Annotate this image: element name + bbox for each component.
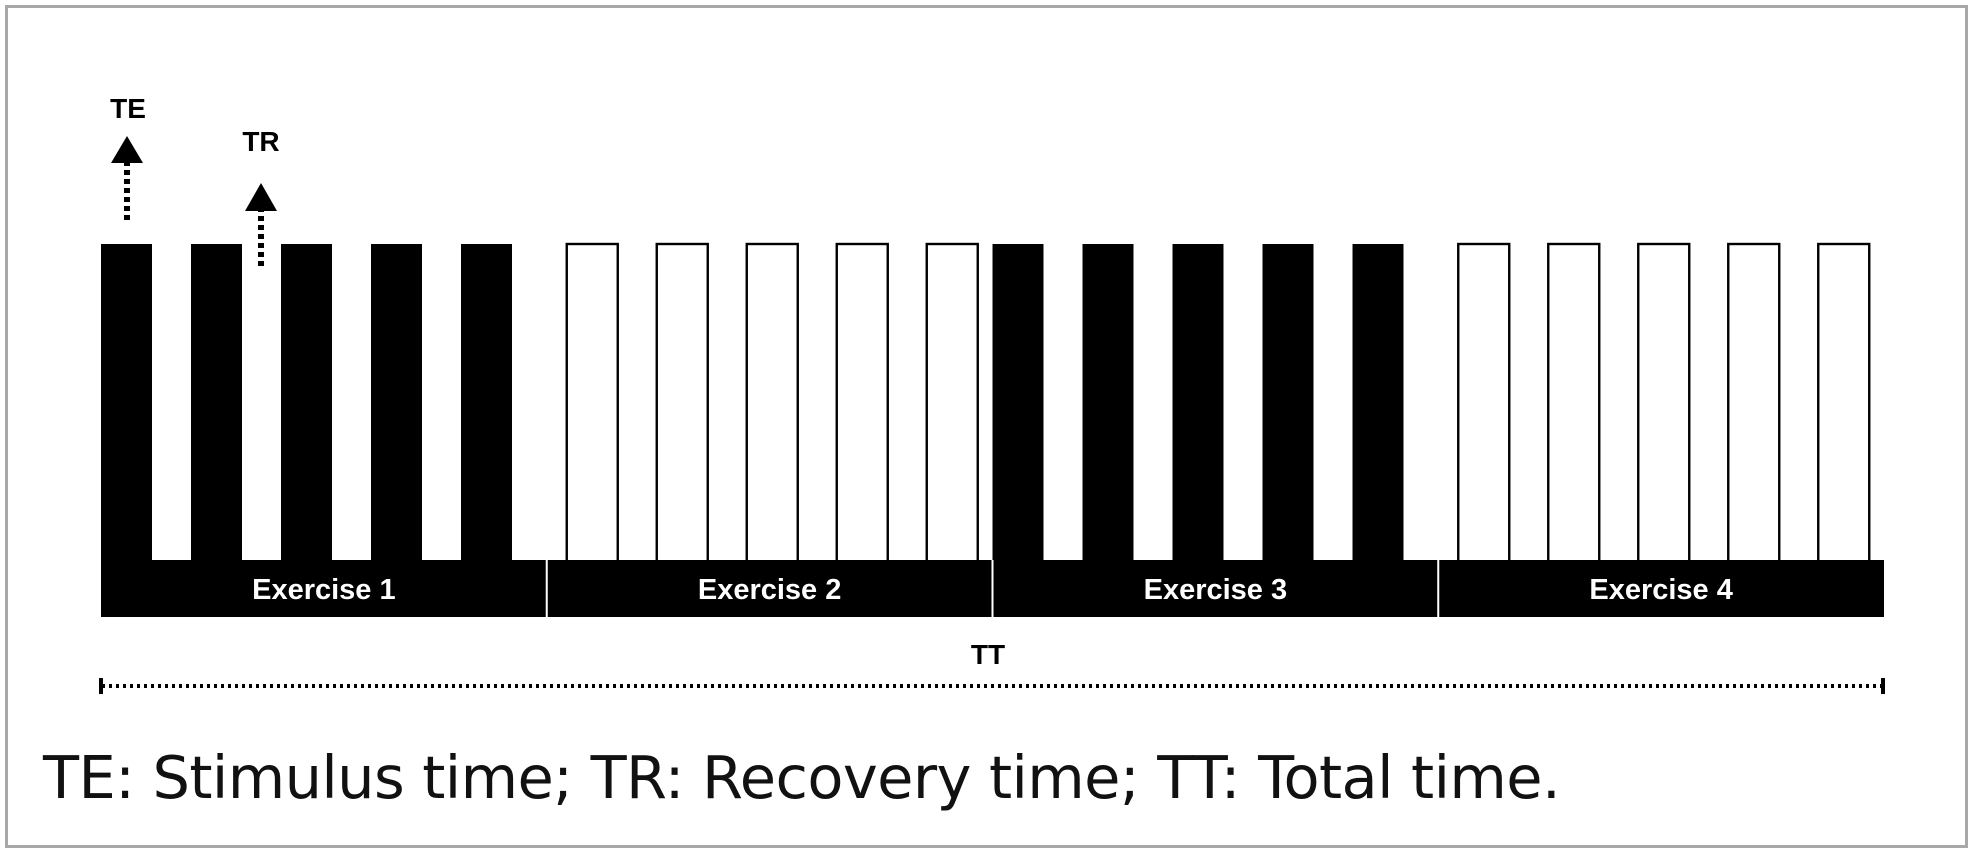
- pulse-2-5: [925, 242, 979, 564]
- te-annotation: TE: [110, 93, 146, 220]
- exercise-band-3: [992, 560, 1439, 617]
- pulse-2-3: [745, 242, 799, 564]
- pulse-1-3: [281, 244, 332, 562]
- pulse-3-5: [1352, 244, 1404, 562]
- pulse-group: [101, 242, 1871, 564]
- tt-annotation: TT: [99, 639, 1885, 694]
- figure-caption: TE: Stimulus time; TR: Recovery time; TT…: [43, 743, 1561, 812]
- exercise-label-2: Exercise 2: [698, 574, 842, 606]
- pulse-1-1: [101, 244, 152, 562]
- pulse-2-1: [565, 242, 619, 564]
- te-arrow-head: [111, 136, 143, 163]
- pulse-4-4: [1727, 242, 1781, 564]
- exercise-band-group: Exercise 1 Exercise 2 Exercise 3 Exercise 4: [101, 560, 1884, 617]
- pulse-4-1: [1457, 242, 1511, 564]
- pulse-4-5: [1817, 242, 1871, 564]
- exercise-label-1: Exercise 1: [252, 574, 396, 606]
- pulse-1-2: [191, 244, 242, 562]
- pulse-3-3: [1172, 244, 1224, 562]
- exercise-band-2: [546, 560, 993, 617]
- tr-arrow-head: [245, 183, 277, 211]
- exercise-label-4: Exercise 4: [1589, 574, 1733, 606]
- pulse-3-4: [1262, 244, 1314, 562]
- pulse-2-4: [835, 242, 889, 564]
- pulse-1-5: [461, 244, 512, 562]
- pulse-1-4: [371, 244, 422, 562]
- pulse-4-3: [1637, 242, 1691, 564]
- pulse-3-2: [1082, 244, 1134, 562]
- pulse-2-2: [655, 242, 709, 564]
- tt-label: TT: [971, 639, 1005, 670]
- tr-label: TR: [242, 126, 279, 157]
- tr-annotation: TR: [242, 126, 280, 266]
- te-label: TE: [110, 93, 146, 124]
- exercise-label-3: Exercise 3: [1144, 574, 1288, 606]
- pulse-4-2: [1547, 242, 1601, 564]
- pulse-3-1: [992, 244, 1044, 562]
- exercise-band-1: [101, 560, 547, 617]
- exercise-band-4: [1438, 560, 1884, 617]
